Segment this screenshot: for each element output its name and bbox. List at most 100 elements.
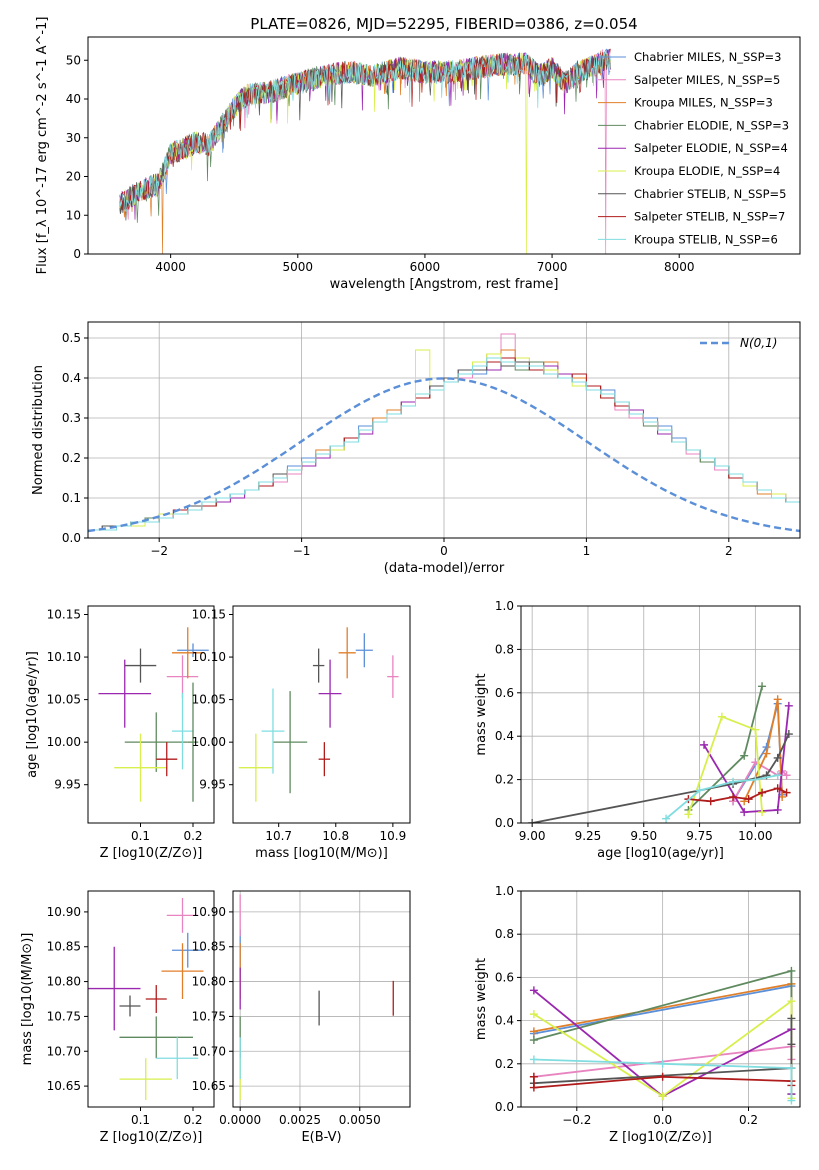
marker-kroupa_stelib xyxy=(751,775,760,784)
y-tick-label: 9.95 xyxy=(54,778,81,792)
x-tick-label: 0.0050 xyxy=(339,1113,381,1127)
legend-label-chabrier_elodie: Chabrier ELODIE, N_SSP=3 xyxy=(634,118,789,132)
plot-area xyxy=(528,682,793,823)
y-tick-label: 0.6 xyxy=(495,970,514,984)
mass-weight-line-kroupa_elodie xyxy=(687,715,763,815)
y-tick-label: 10.70 xyxy=(192,1044,226,1058)
marker-kroupa_stelib xyxy=(662,814,671,823)
y-tick-label: 40 xyxy=(66,92,81,106)
y-tick-label: 9.95 xyxy=(199,778,226,792)
x-tick-label: 8000 xyxy=(664,260,695,274)
y-tick-label: 10.65 xyxy=(192,1079,226,1093)
axes-frame xyxy=(520,605,801,824)
marker-kroupa_stelib xyxy=(658,1059,667,1068)
y-tick-label: 10.05 xyxy=(192,693,226,707)
x-axis-label: mass [log10(M/M⊙)] xyxy=(255,846,388,861)
marker-kroupa_stelib xyxy=(773,771,782,780)
x-tick-label: 9.75 xyxy=(686,829,713,843)
y-tick-label: 0.0 xyxy=(62,531,81,545)
histogram-salpeter_miles xyxy=(88,333,800,538)
mass-weight-line-kroupa_stelib xyxy=(533,1058,793,1101)
chart-spectrum: 4000 5000 6000 7000 8000 0 10 20 30 40 50 wavelengt… xyxy=(35,17,801,292)
y-tick-label: 10.05 xyxy=(47,693,81,707)
marker-salpeter_stelib xyxy=(706,797,715,806)
axes-frame xyxy=(87,890,215,1108)
y-tick-label: 10.10 xyxy=(47,650,81,664)
legend-label-salpeter_stelib: Salpeter STELIB, N_SSP=7 xyxy=(634,210,785,224)
spectrum-legend: Chabrier MILES, N_SSP=3 Salpeter MILES, N… xyxy=(598,50,789,246)
y-tick-label: 0.4 xyxy=(495,729,514,743)
y-tick-label: 10.10 xyxy=(192,650,226,664)
y-tick-label: 0.2 xyxy=(495,773,514,787)
marker-chabrier_elodie xyxy=(787,966,796,975)
plot-area xyxy=(239,894,394,1101)
plot-area xyxy=(88,897,204,1101)
marker-kroupa_elodie xyxy=(684,810,693,819)
histogram-chabrier_elodie xyxy=(88,357,800,538)
marker-chabrier_elodie xyxy=(740,751,749,760)
plot-area xyxy=(119,48,611,254)
x-tick-label: 0.2 xyxy=(183,829,202,843)
legend-label-kroupa_stelib: Kroupa STELIB, N_SSP=6 xyxy=(634,232,778,246)
plot-area xyxy=(238,627,399,802)
y-tick-label: 10.85 xyxy=(192,940,226,954)
y-tick-label: 10.15 xyxy=(47,608,81,622)
legend-label-salpeter_miles: Salpeter MILES, N_SSP=5 xyxy=(634,73,780,87)
marker-salpeter_elodie xyxy=(784,701,793,710)
x-tick-label: 10.00 xyxy=(738,829,772,843)
x-tick-label: 0.1 xyxy=(131,1113,150,1127)
y-tick-label: 0.4 xyxy=(62,371,81,385)
x-tick-label: 5000 xyxy=(283,260,314,274)
y-tick-label: 10.80 xyxy=(47,975,81,989)
y-tick-label: 10.00 xyxy=(47,735,81,749)
y-axis-label: mass weight xyxy=(474,673,489,755)
y-tick-label: 10.65 xyxy=(47,1079,81,1093)
chart-residuals: −2 −1 0 1 2 0.0 0.1 0.2 0.3 0.4 0.5 (data-model)/er… xyxy=(31,321,801,576)
axes-frame xyxy=(232,890,411,1108)
y-tick-label: 0.5 xyxy=(62,331,81,345)
legend-label-chabrier_stelib: Chabrier STELIB, N_SSP=5 xyxy=(634,187,786,201)
y-tick-label: 10.15 xyxy=(192,608,226,622)
y-tick-label: 0.8 xyxy=(495,642,514,656)
marker-salpeter_stelib xyxy=(758,788,767,797)
y-tick-label: 0.3 xyxy=(62,411,81,425)
marker-salpeter_stelib xyxy=(658,1072,667,1081)
x-tick-label: 0.2 xyxy=(183,1113,202,1127)
marker-kroupa_elodie xyxy=(658,1092,667,1101)
histogram-chabrier_miles xyxy=(88,361,800,538)
histogram-salpeter_stelib xyxy=(88,357,800,538)
plot-area xyxy=(98,627,209,802)
marker-salpeter_stelib xyxy=(782,788,791,797)
y-tick-label: 0.6 xyxy=(495,686,514,700)
y-tick-label: 10.70 xyxy=(47,1044,81,1058)
marker-kroupa_miles xyxy=(773,695,782,704)
marker-salpeter_miles xyxy=(782,771,791,780)
x-tick-label: 0.2 xyxy=(739,1113,758,1127)
y-tick-label: 1.0 xyxy=(495,599,514,613)
chart-mass_weight_vs_Z: −0.2 0.0 0.2 0.0 0.2 0.4 0.6 0.8 1.0 Z [log10(Z/Z… xyxy=(474,884,801,1145)
x-axis-label: (data-model)/error xyxy=(384,561,505,576)
marker-salpeter_stelib xyxy=(773,784,782,793)
mass-weight-line-chabrier_stelib xyxy=(532,733,790,823)
marker-chabrier_stelib xyxy=(773,753,782,762)
x-axis-label: Z [log10(Z/Z⊙)] xyxy=(609,1130,712,1145)
mass-weight-line-kroupa_miles xyxy=(743,699,783,802)
histogram-chabrier_stelib xyxy=(88,361,800,538)
y-tick-label: 10.00 xyxy=(192,735,226,749)
y-axis-label: mass weight xyxy=(474,958,489,1040)
axes-frame xyxy=(232,605,411,824)
x-tick-label: 0.1 xyxy=(131,829,150,843)
marker-chabrier_elodie xyxy=(529,1036,538,1045)
y-tick-label: 0.8 xyxy=(495,927,514,941)
x-tick-label: 9.50 xyxy=(630,829,657,843)
x-tick-label: −2 xyxy=(150,544,168,558)
x-tick-label: 1 xyxy=(583,544,591,558)
marker-kroupa_stelib xyxy=(695,786,704,795)
marker-chabrier_stelib xyxy=(528,819,537,823)
histogram-salpeter_elodie xyxy=(88,357,800,538)
marker-chabrier_stelib xyxy=(784,730,793,739)
axes-frame xyxy=(87,36,801,255)
mass-weight-line-salpeter_elodie xyxy=(703,705,790,814)
marker-salpeter_stelib xyxy=(744,795,753,804)
